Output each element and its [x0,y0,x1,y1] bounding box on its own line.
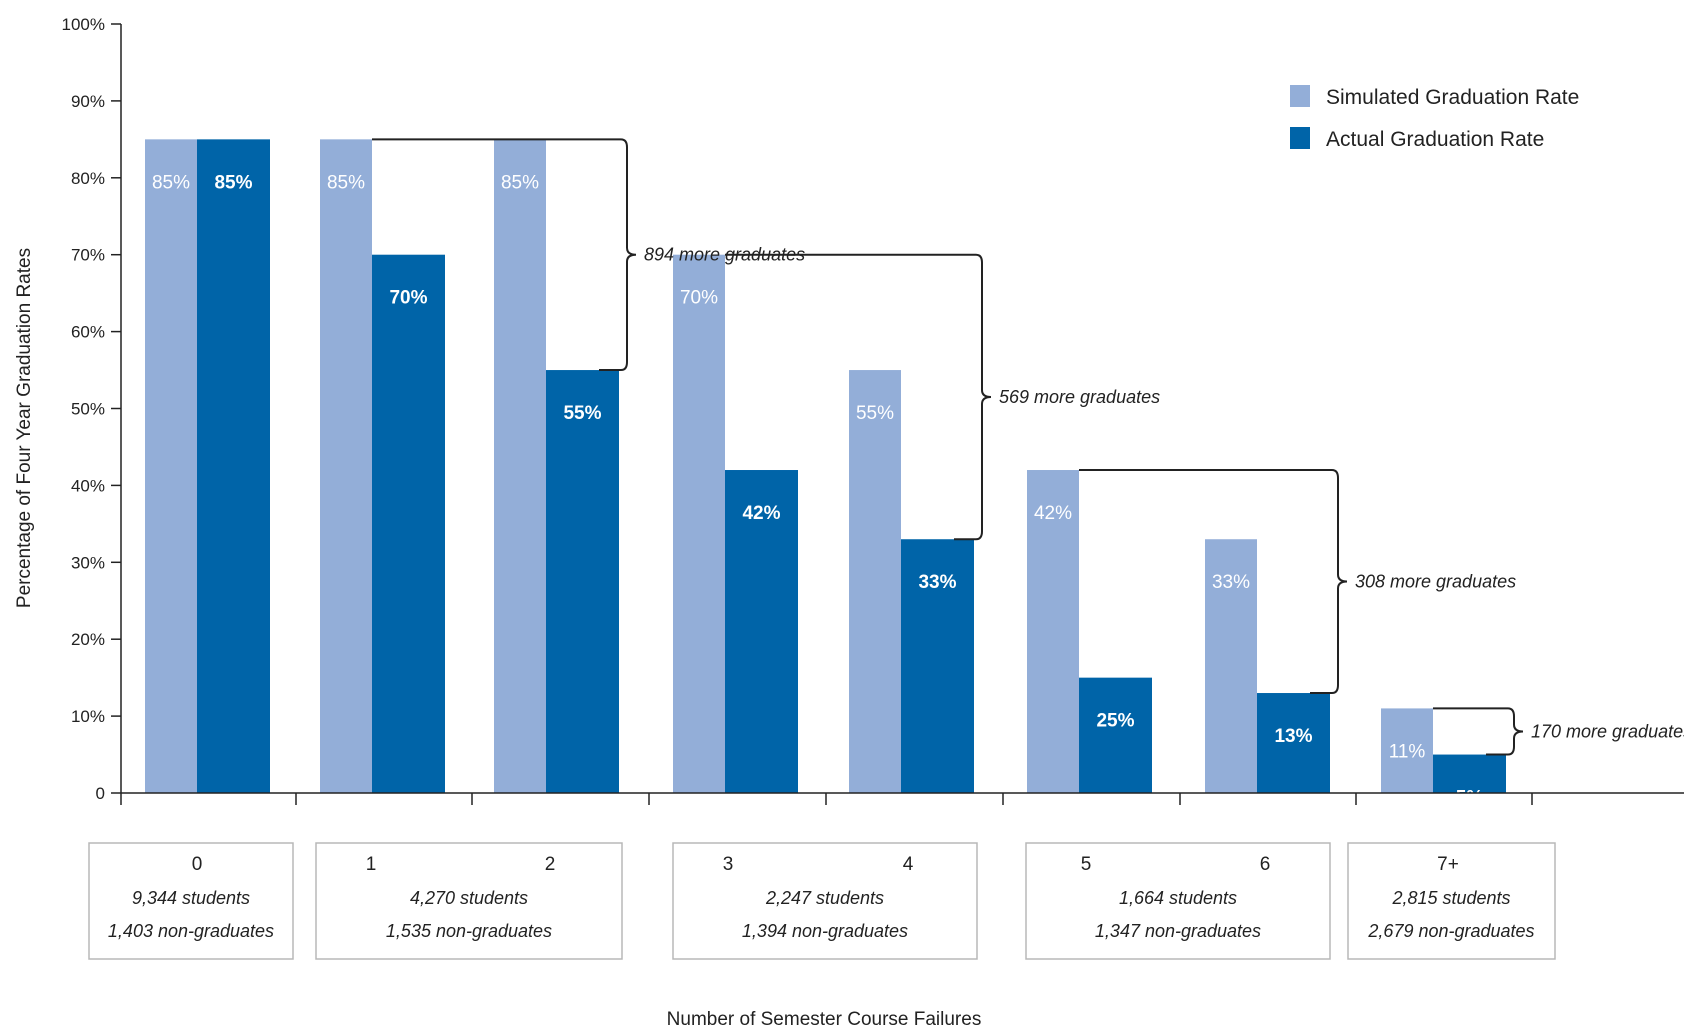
legend-swatch [1290,85,1310,107]
x-tick-label: 3 [723,854,734,875]
category-group-box [1347,842,1556,960]
data-label-simulated-1: 85% [327,172,365,193]
x-axis-title: Number of Semester Course Failures [667,1009,982,1030]
bar-simulated-0 [145,139,197,794]
x-tick-label: 4 [903,854,914,875]
group-students: 9,344 students [132,888,250,908]
y-tick-label: 80% [71,169,105,188]
data-label-actual-6: 13% [1274,726,1312,747]
data-label-simulated-4: 55% [856,403,894,424]
group-students: 2,815 students [1391,888,1510,908]
bar-actual-3 [725,470,798,793]
annotation-brace [975,253,992,541]
annotation-label: 170 more graduates [1531,721,1684,741]
axes-layer: 0 10% 20% 30% 40% 50% 60% 70% 80% 90% 100% [62,15,1684,805]
annotation-label: 569 more graduates [999,387,1160,407]
data-label-simulated-6: 33% [1212,572,1250,593]
y-tick-label: 10% [71,707,105,726]
annotation-label: 308 more graduates [1355,572,1516,592]
bar-simulated-2 [494,139,546,794]
data-label-simulated-7+: 11% [1389,741,1426,762]
data-label-actual-4: 33% [918,572,956,593]
x-tick-label: 6 [1260,854,1271,875]
category-group-box [672,842,978,960]
y-tick-label: 70% [71,246,105,265]
group-non-graduates: 1,535 non-graduates [386,921,552,941]
bar-simulated-5 [1027,470,1079,793]
x-tick-label: 1 [366,854,377,875]
category-group-box [315,842,623,960]
bar-actual-4 [901,539,974,793]
category-group-box [1025,842,1331,960]
bar-actual-0 [197,139,270,794]
data-label-simulated-3: 70% [680,288,718,309]
data-label-simulated-0: 85% [152,172,190,193]
bar-simulated-3 [673,254,725,793]
y-tick-label: 100% [62,15,105,34]
group-non-graduates: 2,679 non-graduates [1367,921,1534,941]
legend-label: Simulated Graduation Rate [1326,86,1579,109]
legend-swatch [1290,127,1310,149]
group-students: 1,664 students [1119,888,1237,908]
data-label-actual-3: 42% [742,503,780,524]
y-tick-label: 40% [71,476,105,495]
bar-simulated-4 [849,370,901,793]
category-groups-layer: 0 9,344 students 1,403 non-graduates 1 2 4,27… [88,842,1556,960]
x-tick-label: 0 [192,854,203,875]
annotation-brace [1507,707,1524,756]
bars-layer: 85% 85% 85% 70% 85% 55% 70% 42% 55% 33% 42% 25% 33% 1… [145,139,1506,809]
annotations-layer: 894 more graduates 569 more graduates 308 … [372,138,1684,756]
bar-simulated-6 [1205,539,1257,793]
y-axis-title: Percentage of Four Year Graduation Rates [14,248,35,608]
x-tick-label: 2 [545,854,556,875]
y-tick-label: 50% [71,400,105,419]
group-students: 2,247 students [765,888,884,908]
bar-actual-7+ [1433,754,1506,793]
data-label-actual-1: 70% [389,288,427,309]
group-non-graduates: 1,347 non-graduates [1095,921,1261,941]
bar-actual-6 [1257,693,1330,793]
x-tick-label: 7+ [1437,854,1459,875]
data-label-actual-2: 55% [563,403,601,424]
y-tick-label: 20% [71,630,105,649]
y-tick-label: 0 [96,784,105,803]
bar-simulated-7+ [1381,708,1433,793]
y-tick-label: 90% [71,92,105,111]
bar-simulated-1 [320,139,372,794]
group-non-graduates: 1,394 non-graduates [742,921,908,941]
legend-label: Actual Graduation Rate [1326,128,1544,151]
bar-actual-5 [1079,677,1152,793]
y-tick-label: 60% [71,323,105,342]
data-label-simulated-5: 42% [1034,503,1072,524]
bar-actual-2 [546,370,619,793]
bar-actual-1 [372,254,445,793]
group-non-graduates: 1,403 non-graduates [108,921,274,941]
group-students: 4,270 students [410,888,528,908]
annotation-brace [620,138,637,372]
category-group-box [88,842,294,960]
data-label-simulated-2: 85% [501,172,539,193]
y-tick-label: 30% [71,553,105,572]
x-tick-label: 5 [1081,854,1092,875]
data-label-actual-5: 25% [1096,711,1134,732]
annotation-brace [1331,469,1348,695]
data-label-actual-7+: 5% [1456,788,1484,809]
data-label-actual-0: 85% [214,172,252,193]
legend: Simulated Graduation Rate Actual Graduati… [1290,85,1579,151]
annotation-label: 894 more graduates [644,245,805,265]
